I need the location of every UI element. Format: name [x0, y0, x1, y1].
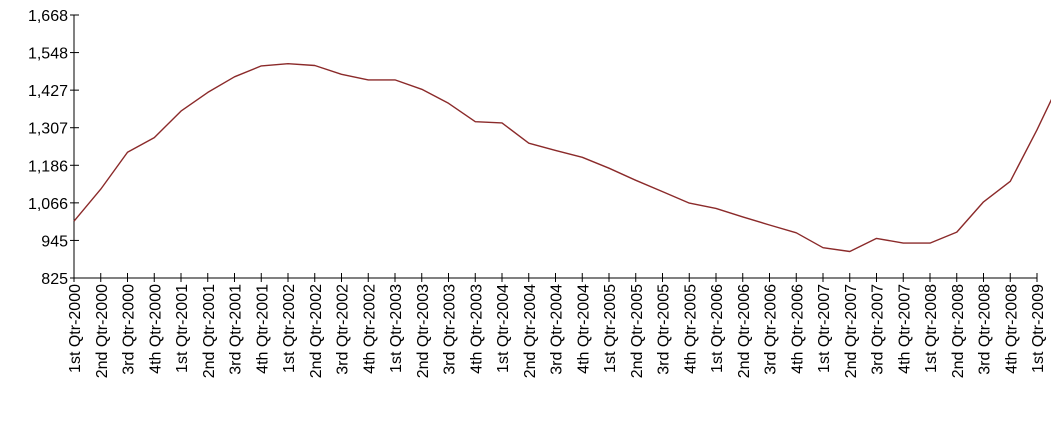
x-tick-label: 1st Qtr-2004 — [495, 284, 512, 373]
y-tick-label: 1,668 — [28, 8, 68, 25]
x-tick-label: 1st Qtr-2001 — [174, 284, 191, 373]
x-tick-label: 2nd Qtr-2006 — [736, 284, 753, 378]
x-tick-label: 4th Qtr-2004 — [575, 284, 592, 374]
x-tick-label: 2nd Qtr-2003 — [415, 284, 432, 378]
series-line-0 — [73, 63, 1051, 253]
x-tick-label: 4th Qtr-2001 — [254, 284, 271, 374]
x-tick-label: 2nd Qtr-2004 — [522, 284, 539, 378]
x-tick-label: 4th Qtr-2002 — [361, 284, 378, 374]
x-tick-label: 4th Qtr-2005 — [682, 284, 699, 374]
y-tick-label: 1,066 — [28, 196, 68, 213]
x-tick-label: 1st Qtr-2005 — [602, 284, 619, 373]
x-tick-label: 1st Qtr-2009 — [1030, 284, 1047, 373]
y-tick-label: 945 — [41, 233, 68, 250]
y-tick-label: 825 — [41, 271, 68, 288]
y-tick-label: 1,186 — [28, 158, 68, 175]
x-tick-label: 4th Qtr-2000 — [147, 284, 164, 374]
x-axis: 1st Qtr-2000 2nd Qtr-2000 3rd Qtr-2000 4th … — [67, 273, 1047, 378]
x-tick-label: 4th Qtr-2003 — [468, 284, 485, 374]
x-tick-label: 1st Qtr-2006 — [709, 284, 726, 373]
x-tick-label: 3rd Qtr-2005 — [656, 284, 673, 375]
x-tick-label: 2nd Qtr-2002 — [308, 284, 325, 378]
x-tick-label: 1st Qtr-2002 — [281, 284, 298, 373]
x-tick-label: 4th Qtr-2006 — [789, 284, 806, 374]
x-tick-label: 3rd Qtr-2002 — [335, 284, 352, 375]
x-tick-label: 3rd Qtr-2008 — [977, 284, 994, 375]
y-tick-label: 1,548 — [28, 46, 68, 63]
x-tick-label: 1st Qtr-2003 — [388, 284, 405, 373]
x-tick-label: 1st Qtr-2008 — [923, 284, 940, 373]
x-tick-label: 4th Qtr-2008 — [1003, 284, 1020, 374]
y-tick-label: 1,427 — [28, 83, 68, 100]
x-tick-label: 3rd Qtr-2006 — [763, 284, 780, 375]
x-tick-label: 2nd Qtr-2005 — [629, 284, 646, 378]
y-tick-label: 1,307 — [28, 121, 68, 138]
x-tick-label: 3rd Qtr-2003 — [442, 284, 459, 375]
x-tick-label: 2nd Qtr-2008 — [950, 284, 967, 378]
x-tick-label: 1st Qtr-2000 — [67, 284, 84, 373]
y-axis: 825 945 1,066 1,186 1,307 1,427 1,548 1,668 — [28, 8, 79, 288]
x-tick-label: 2nd Qtr-2007 — [843, 284, 860, 378]
series-group — [73, 63, 1051, 253]
x-tick-label: 3rd Qtr-2000 — [121, 284, 138, 375]
x-tick-label: 3rd Qtr-2007 — [870, 284, 887, 375]
x-tick-label: 2nd Qtr-2001 — [201, 284, 218, 378]
x-tick-label: 3rd Qtr-2004 — [549, 284, 566, 375]
x-tick-label: 2nd Qtr-2000 — [94, 284, 111, 378]
x-tick-label: 4th Qtr-2007 — [896, 284, 913, 374]
x-tick-label: 1st Qtr-2007 — [816, 284, 833, 373]
x-tick-label: 3rd Qtr-2001 — [228, 284, 245, 375]
